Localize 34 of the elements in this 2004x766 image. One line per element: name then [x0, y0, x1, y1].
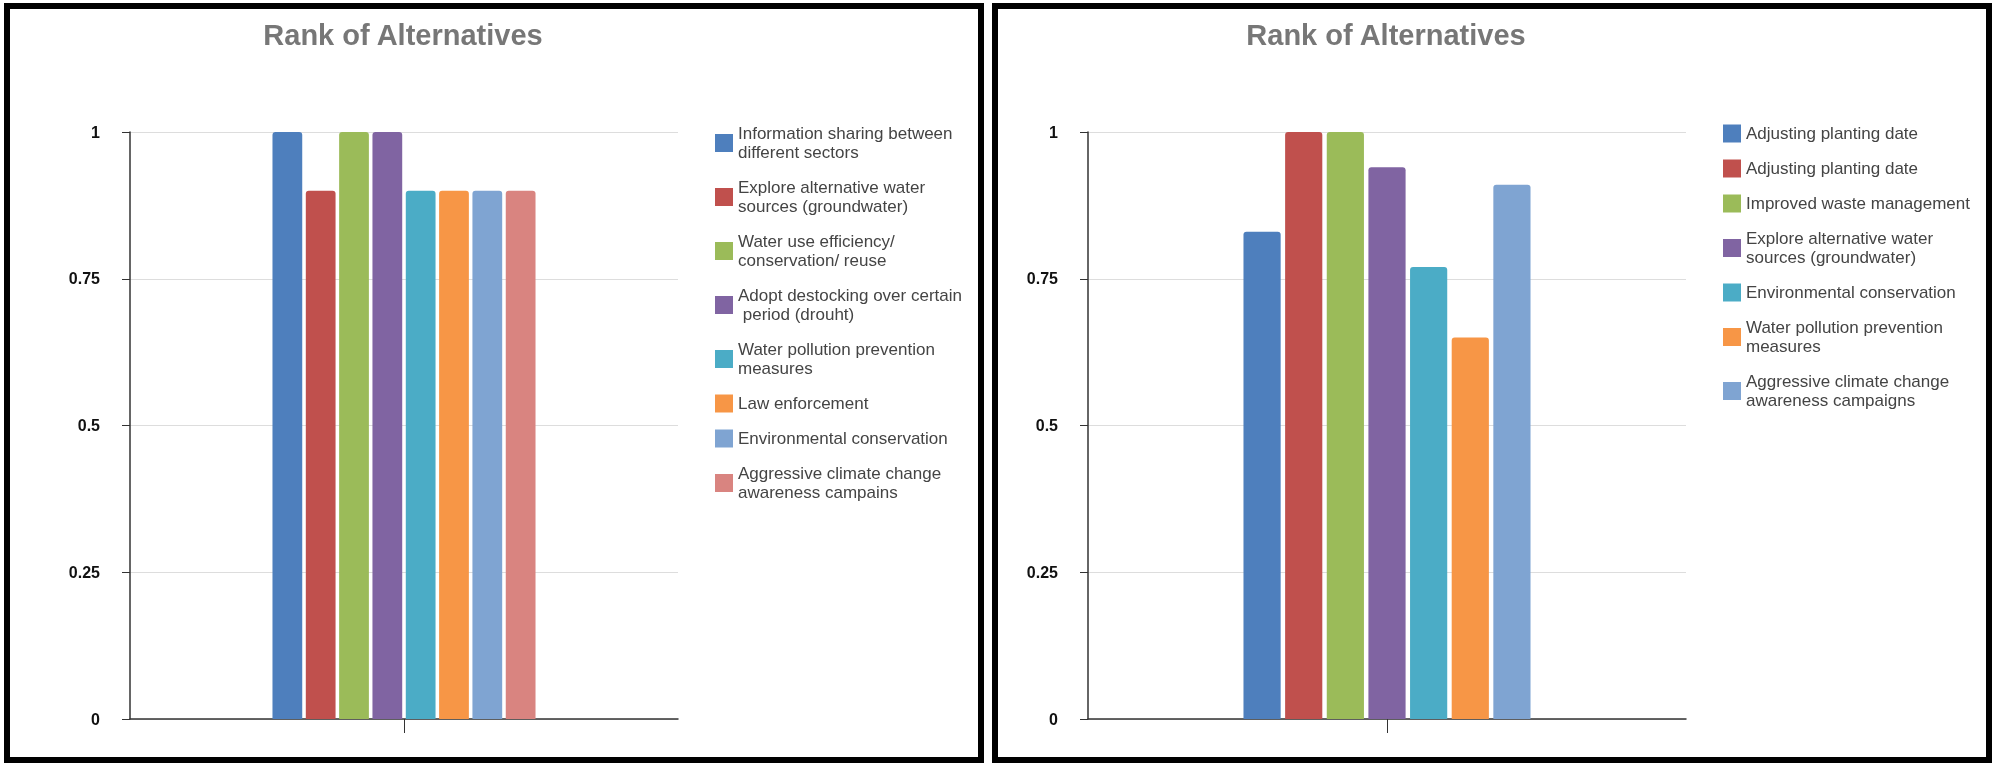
legend-label: Adjusting planting date — [1746, 159, 1919, 178]
bar — [1285, 132, 1323, 719]
bar — [1451, 337, 1489, 719]
legend-label: Water pollution prevention measures — [1746, 318, 1948, 356]
legend-label: Environmental conservation — [1746, 283, 1956, 302]
y-tick-label: 0.75 — [68, 270, 101, 288]
y-tick-label: 0.25 — [68, 563, 101, 581]
bar — [1410, 267, 1448, 719]
chart-title: Rank of Alternatives — [263, 18, 543, 51]
legend-label: Environmental conservation — [738, 429, 948, 448]
y-tick-label: 1 — [1049, 123, 1059, 141]
legend-label: Aggressive climate change awareness campaigns — [1746, 372, 1954, 410]
chart-title: Rank of Alternatives — [1246, 18, 1526, 51]
legend-label: Aggressive climate change awareness campains — [738, 464, 946, 502]
bar — [1493, 184, 1531, 719]
legend-label: Improved waste management — [1746, 194, 1971, 213]
legend-label: Adopt destocking over certain period (drouht) — [738, 286, 962, 324]
y-tick-label: 0 — [91, 710, 101, 728]
y-tick-label: 0.5 — [1035, 417, 1059, 434]
legend-label: Law enforcement — [738, 394, 869, 413]
legend-label: Adjusting planting date — [1746, 124, 1919, 143]
y-tick-label: 1 — [91, 123, 101, 141]
y-tick-label: 0.5 — [77, 417, 101, 434]
bar — [1326, 132, 1364, 719]
bar — [1243, 231, 1281, 719]
legend-label: Water pollution prevention measures — [738, 340, 940, 378]
y-tick-label: 0.75 — [1026, 270, 1059, 288]
y-tick-label: 0.25 — [1026, 563, 1059, 581]
legend-label: Explore alternative water sources (groundwater) — [1746, 229, 1938, 267]
bar — [1368, 167, 1406, 719]
legend-label: Information sharing between different sectors — [738, 124, 958, 162]
legend-label: Water use efficiency/conservation/ reuse — [738, 232, 896, 270]
y-tick-label: 0 — [1049, 710, 1059, 728]
legend-label: Explore alternative water sources (groundwater) — [738, 178, 930, 216]
